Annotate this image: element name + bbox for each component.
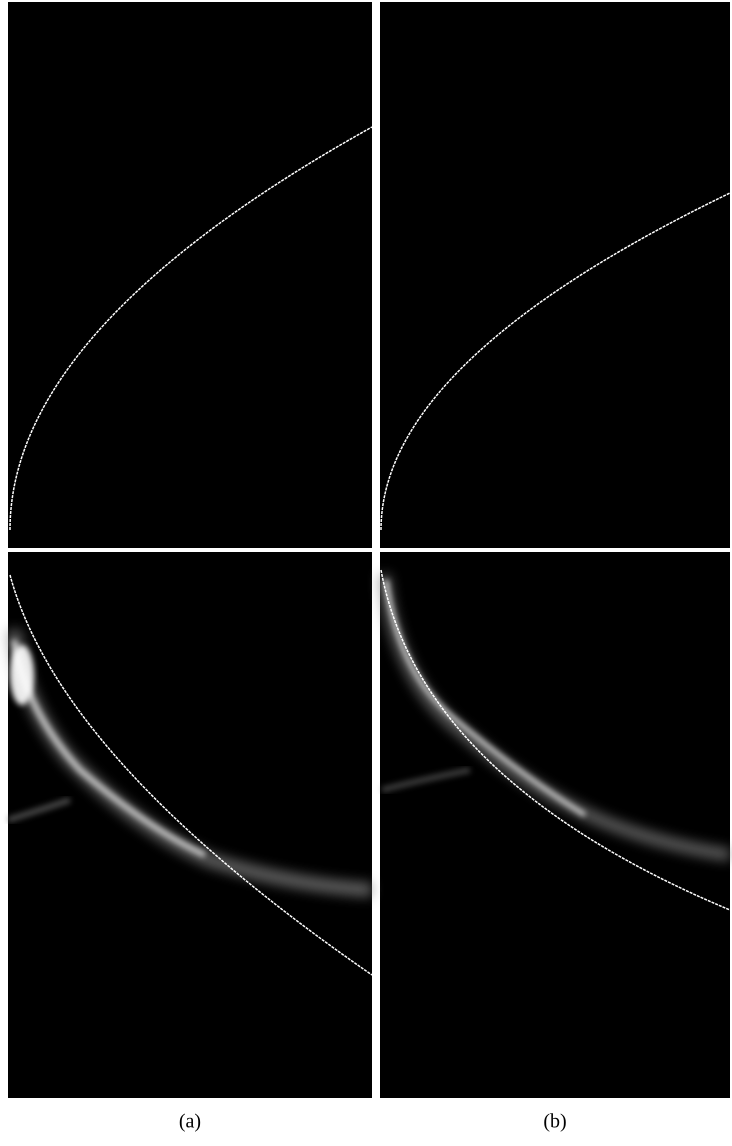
image-top-left (8, 2, 372, 548)
response-blob (378, 574, 731, 861)
curve (9, 126, 373, 531)
image-bottom-right (380, 552, 730, 1098)
curve (9, 574, 373, 976)
curve (380, 192, 731, 531)
caption: (b) (543, 1111, 566, 1133)
curve (380, 569, 731, 911)
image-top-right (380, 2, 730, 548)
response-blob (7, 629, 373, 897)
caption: (a) (179, 1111, 201, 1133)
image-bottom-left (8, 552, 372, 1098)
